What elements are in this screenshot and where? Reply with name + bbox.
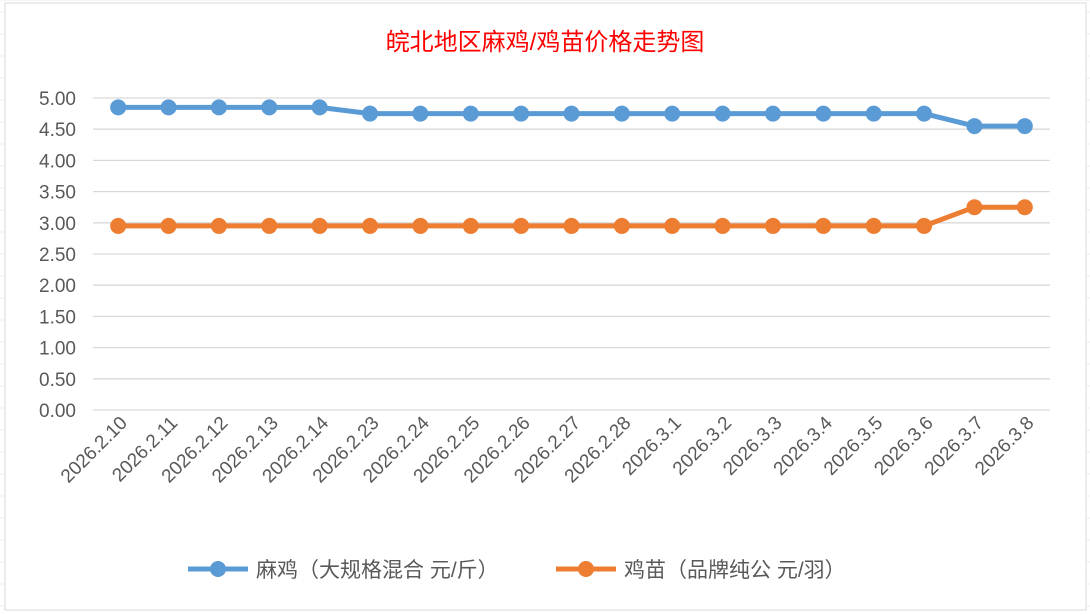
y-tick-label: 3.50 [39, 183, 76, 204]
data-point [613, 105, 630, 122]
data-point [412, 217, 429, 234]
data-point [966, 199, 983, 216]
data-point [1016, 199, 1033, 216]
legend-marker [578, 561, 594, 577]
data-point [311, 99, 328, 116]
data-point [865, 105, 882, 122]
legend-label: 麻鸡（大规格混合 元/斤） [256, 559, 499, 582]
data-point [613, 217, 630, 234]
data-point [412, 105, 429, 122]
data-point [160, 217, 177, 234]
data-point [261, 99, 278, 116]
gridlines [93, 97, 1050, 411]
data-point [210, 99, 227, 116]
data-point [362, 105, 379, 122]
y-tick-label: 2.00 [39, 276, 76, 297]
y-tick-label: 4.00 [39, 151, 76, 172]
data-point [916, 217, 933, 234]
data-point [513, 105, 530, 122]
data-point [462, 105, 479, 122]
data-point [764, 105, 781, 122]
data-point [865, 217, 882, 234]
data-point [714, 105, 731, 122]
y-axis: 0.00 0.50 1.00 1.50 2.00 2.50 3.00 3.50 4.00 4.50… [39, 89, 76, 422]
data-point [513, 217, 530, 234]
data-point [815, 105, 832, 122]
y-tick-label: 1.00 [39, 339, 76, 360]
data-point [110, 99, 127, 116]
data-point [664, 105, 681, 122]
y-tick-label: 2.50 [39, 245, 76, 266]
data-point [815, 217, 832, 234]
legend-marker [210, 561, 226, 577]
data-point [362, 217, 379, 234]
data-point [764, 217, 781, 234]
legend: 麻鸡（大规格混合 元/斤） 鸡苗（品牌纯公 元/羽） [188, 559, 846, 582]
data-point [563, 105, 580, 122]
data-point [916, 105, 933, 122]
data-point [311, 217, 328, 234]
data-point [966, 118, 983, 135]
data-point [462, 217, 479, 234]
data-point [664, 217, 681, 234]
data-point [261, 217, 278, 234]
y-tick-label: 0.00 [39, 401, 76, 422]
y-tick-label: 1.50 [39, 307, 76, 328]
data-point [160, 99, 177, 116]
data-point [210, 217, 227, 234]
data-point [714, 217, 731, 234]
y-tick-label: 5.00 [39, 89, 76, 110]
data-point [1016, 118, 1033, 135]
data-point [563, 217, 580, 234]
series-layer [110, 99, 1033, 234]
y-tick-label: 4.50 [39, 120, 76, 141]
chart-area [4, 2, 1087, 611]
chart-title: 皖北地区麻鸡/鸡苗价格走势图 [386, 29, 705, 56]
y-tick-label: 0.50 [39, 370, 76, 391]
data-point [110, 217, 127, 234]
y-tick-label: 3.00 [39, 214, 76, 235]
legend-label: 鸡苗（品牌纯公 元/羽） [624, 559, 846, 582]
